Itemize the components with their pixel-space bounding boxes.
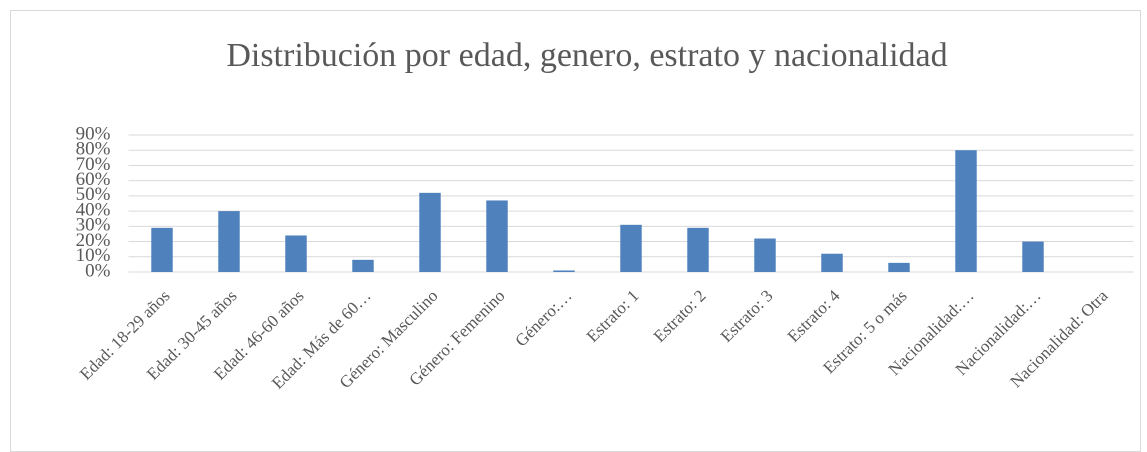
chart-title: Distribución por edad, genero, estrato y… [226, 37, 947, 74]
y-tick-label: 40% [76, 199, 111, 220]
y-tick-label: 90% [76, 123, 111, 144]
bar [419, 192, 441, 272]
y-tick-label: 80% [76, 139, 111, 160]
y-tick-label: 70% [76, 154, 111, 175]
bar [285, 235, 307, 272]
bar [486, 200, 508, 272]
bar [754, 238, 776, 272]
bar [888, 262, 910, 272]
y-tick-label: 30% [76, 215, 111, 236]
bar [553, 270, 575, 272]
y-tick-label: 0% [85, 260, 111, 281]
bar [821, 253, 843, 272]
bar [955, 150, 977, 272]
y-tick-label: 20% [76, 230, 111, 251]
chart-frame [10, 10, 1141, 452]
bar [218, 211, 240, 272]
y-tick-label: 50% [76, 184, 111, 205]
bar [620, 224, 642, 272]
bar [352, 259, 374, 272]
y-tick-label: 10% [76, 245, 111, 266]
bar [1022, 241, 1044, 272]
bar [687, 227, 709, 272]
y-tick-label: 60% [76, 169, 111, 190]
bar [151, 227, 173, 272]
